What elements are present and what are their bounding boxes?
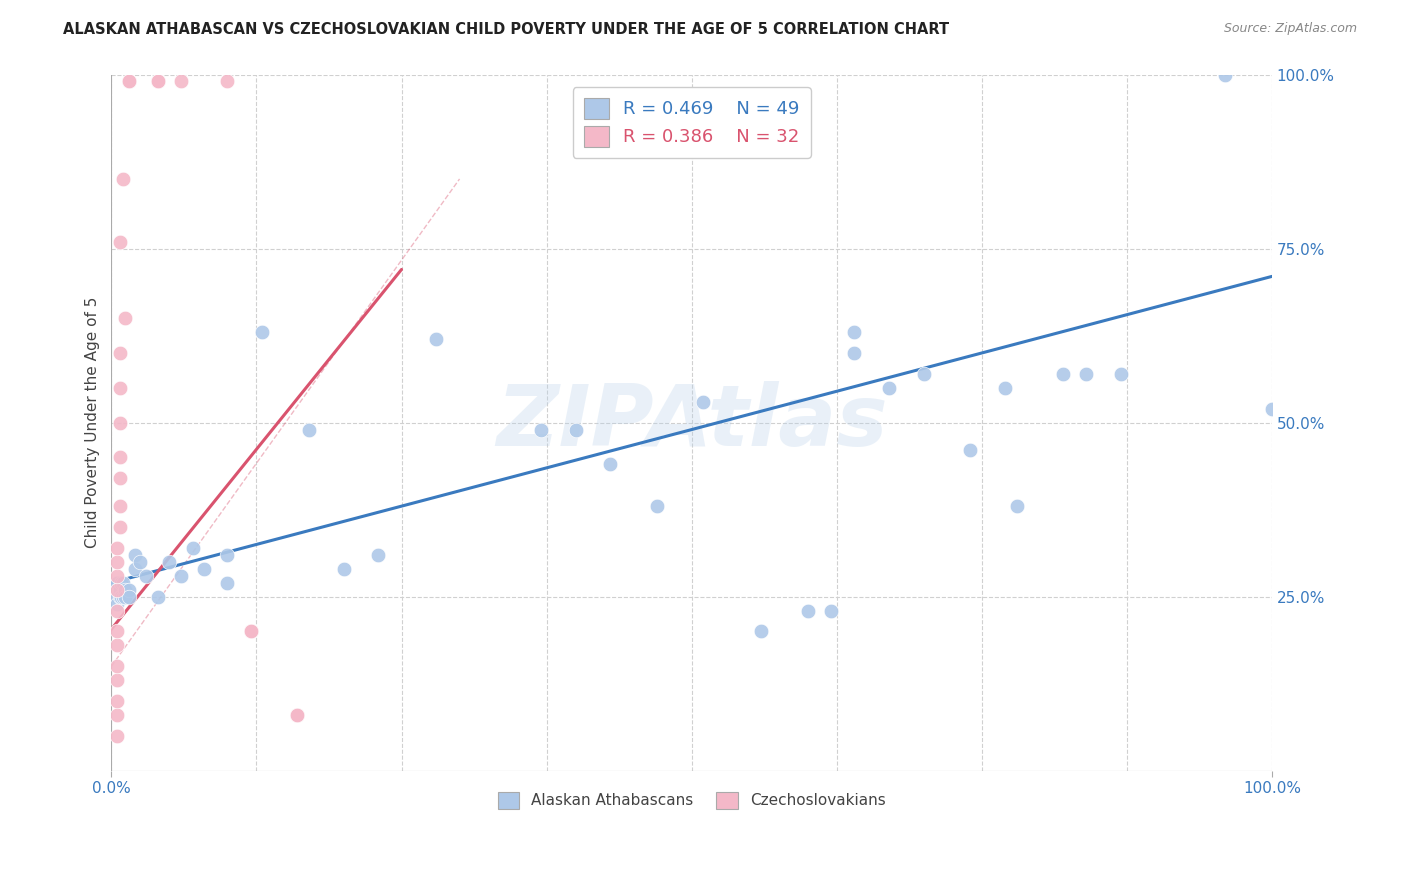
Point: [217, 575, 239, 590]
Text: ZIPAtlas: ZIPAtlas: [496, 381, 887, 464]
Point: [1109, 367, 1132, 381]
Point: [105, 603, 128, 617]
Point: [108, 450, 131, 465]
Legend: Alaskan Athabascans, Czechoslovakians: Alaskan Athabascans, Czechoslovakians: [492, 785, 891, 815]
Point: [108, 499, 131, 513]
Point: [105, 708, 128, 723]
Point: [1005, 499, 1028, 513]
Point: [108, 582, 131, 597]
Point: [118, 74, 141, 88]
Point: [252, 325, 274, 339]
Point: [796, 603, 818, 617]
Point: [118, 590, 141, 604]
Point: [1261, 401, 1284, 416]
Point: [135, 568, 157, 582]
Point: [110, 575, 132, 590]
Point: [217, 548, 239, 562]
Text: ALASKAN ATHABASCAN VS CZECHOSLOVAKIAN CHILD POVERTY UNDER THE AGE OF 5 CORRELATI: ALASKAN ATHABASCAN VS CZECHOSLOVAKIAN CH…: [63, 22, 949, 37]
Text: Source: ZipAtlas.com: Source: ZipAtlas.com: [1223, 22, 1357, 36]
Point: [105, 568, 128, 582]
Point: [124, 562, 146, 576]
Point: [285, 708, 308, 723]
Point: [959, 443, 981, 458]
Point: [298, 423, 321, 437]
Point: [108, 416, 131, 430]
Y-axis label: Child Poverty Under the Age of 5: Child Poverty Under the Age of 5: [86, 297, 100, 549]
Point: [129, 555, 152, 569]
Point: [105, 575, 128, 590]
Point: [110, 590, 132, 604]
Point: [599, 458, 621, 472]
Point: [645, 499, 668, 513]
Point: [105, 729, 128, 743]
Point: [105, 694, 128, 708]
Point: [114, 582, 136, 597]
Point: [105, 590, 128, 604]
Point: [912, 367, 935, 381]
Point: [105, 673, 128, 688]
Point: [105, 541, 128, 555]
Point: [181, 541, 204, 555]
Point: [820, 603, 842, 617]
Point: [564, 423, 586, 437]
Point: [114, 311, 136, 326]
Point: [332, 562, 354, 576]
Point: [124, 548, 146, 562]
Point: [239, 624, 262, 639]
Point: [105, 639, 128, 653]
Point: [114, 590, 136, 604]
Point: [146, 74, 169, 88]
Point: [842, 346, 865, 360]
Point: [108, 346, 131, 360]
Point: [842, 325, 865, 339]
Point: [530, 423, 553, 437]
Point: [170, 568, 193, 582]
Point: [105, 624, 128, 639]
Point: [1052, 367, 1074, 381]
Point: [425, 332, 447, 346]
Point: [105, 597, 128, 611]
Point: [105, 659, 128, 673]
Point: [239, 624, 262, 639]
Point: [111, 172, 134, 186]
Point: [285, 708, 308, 723]
Point: [108, 381, 131, 395]
Point: [217, 74, 239, 88]
Point: [146, 74, 169, 88]
Point: [146, 590, 169, 604]
Point: [105, 582, 128, 597]
Point: [1215, 68, 1237, 82]
Point: [877, 381, 900, 395]
Point: [108, 590, 131, 604]
Point: [367, 548, 389, 562]
Point: [111, 575, 134, 590]
Point: [108, 520, 131, 534]
Point: [105, 555, 128, 569]
Point: [108, 471, 131, 485]
Point: [994, 381, 1017, 395]
Point: [108, 235, 131, 249]
Point: [1076, 367, 1098, 381]
Point: [118, 582, 141, 597]
Point: [692, 394, 714, 409]
Point: [170, 74, 193, 88]
Point: [159, 555, 181, 569]
Point: [749, 624, 772, 639]
Point: [118, 74, 141, 88]
Point: [193, 562, 215, 576]
Point: [111, 590, 134, 604]
